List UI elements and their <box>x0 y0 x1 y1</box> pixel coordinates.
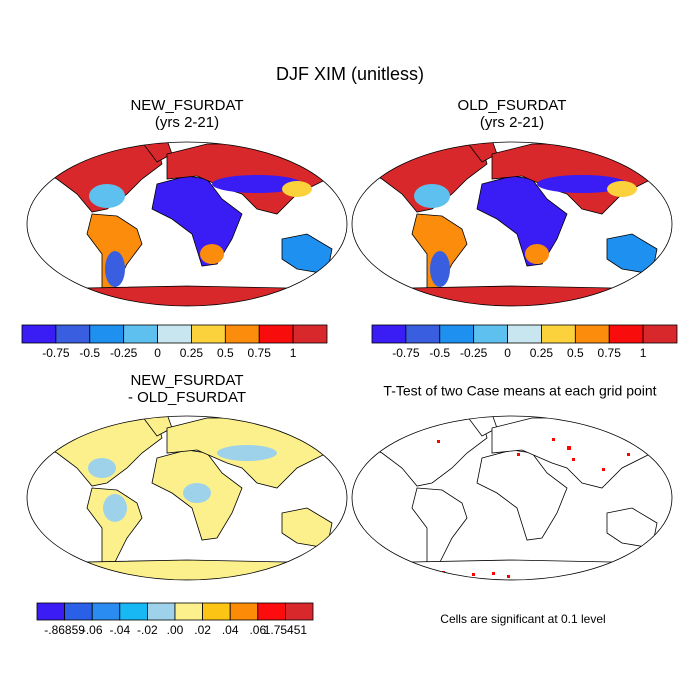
colorbar-label: 0.25 <box>530 346 554 360</box>
colorbar-box <box>473 324 508 344</box>
map <box>351 141 673 307</box>
colorbar-label: -.04 <box>109 623 130 637</box>
colorbar-label: -0.5 <box>79 346 100 360</box>
map <box>26 415 348 581</box>
colorbar-box <box>507 324 542 344</box>
colorbar-box <box>89 324 125 344</box>
colorbar-box <box>292 324 328 344</box>
colorbar-box <box>608 324 644 344</box>
colorbar-box <box>123 324 158 344</box>
colorbar-box <box>541 324 576 344</box>
colorbar-box <box>224 324 260 344</box>
colorbar-box <box>21 324 57 344</box>
colorbar-label: 0.5 <box>567 346 584 360</box>
colorbar-box <box>64 602 93 621</box>
colorbar-box <box>191 324 226 344</box>
colorbar-label: .04 <box>222 623 239 637</box>
colorbar-label: 0.75 <box>248 346 272 360</box>
colorbar-box <box>91 602 121 621</box>
panel-subtitle: (yrs 2-21) <box>155 114 219 131</box>
colorbar-label: -.06 <box>82 623 103 637</box>
colorbar-box <box>119 602 148 621</box>
colorbar-box <box>55 324 91 344</box>
colorbar-box <box>574 324 610 344</box>
colorbar-label: -.86859 <box>44 623 85 637</box>
colorbar-label: 0.25 <box>180 346 204 360</box>
colorbar-label: -0.75 <box>392 346 420 360</box>
panel-title: NEW_FSURDAT <box>130 372 243 389</box>
panel-subtitle: - OLD_FSURDAT <box>128 389 246 406</box>
colorbar-box <box>157 324 192 344</box>
panel-title: NEW_FSURDAT <box>130 97 243 114</box>
colorbar-label: -0.25 <box>460 346 488 360</box>
map <box>351 415 673 581</box>
colorbar-label: .02 <box>194 623 211 637</box>
figure-title: DJF XIM (unitless) <box>276 64 424 84</box>
colorbar-box <box>284 602 314 621</box>
colorbar-box <box>36 602 66 621</box>
colorbar-label: .00 <box>167 623 184 637</box>
colorbar-label: .06 <box>249 623 266 637</box>
panel-subtitle: (yrs 2-21) <box>480 114 544 131</box>
colorbar-label: 0 <box>154 346 161 360</box>
colorbar-box <box>439 324 475 344</box>
colorbar-label: -.02 <box>137 623 158 637</box>
colorbar-label: -0.5 <box>429 346 450 360</box>
colorbar-label: 0 <box>504 346 511 360</box>
colorbar-label: 1 <box>640 346 647 360</box>
panel-title: OLD_FSURDAT <box>458 97 567 114</box>
colorbar-label: 0.5 <box>217 346 234 360</box>
note: Cells are significant at 0.1 level <box>440 612 605 626</box>
colorbar-box <box>258 324 294 344</box>
colorbar-label: 1.75451 <box>264 623 308 637</box>
colorbar-label: 1 <box>290 346 297 360</box>
panel-title: T-Test of two Case means at each grid po… <box>383 383 656 399</box>
colorbar-box <box>371 324 407 344</box>
colorbar-box <box>257 602 286 621</box>
colorbar-label: -0.75 <box>42 346 70 360</box>
colorbar-box <box>229 602 259 621</box>
colorbar-box <box>405 324 441 344</box>
colorbar-label: -0.25 <box>110 346 138 360</box>
map <box>26 141 348 307</box>
colorbar-box <box>202 602 231 621</box>
colorbar-box <box>174 602 204 621</box>
colorbar-box <box>642 324 678 344</box>
colorbar-label: 0.75 <box>598 346 622 360</box>
colorbar-box <box>146 602 176 621</box>
